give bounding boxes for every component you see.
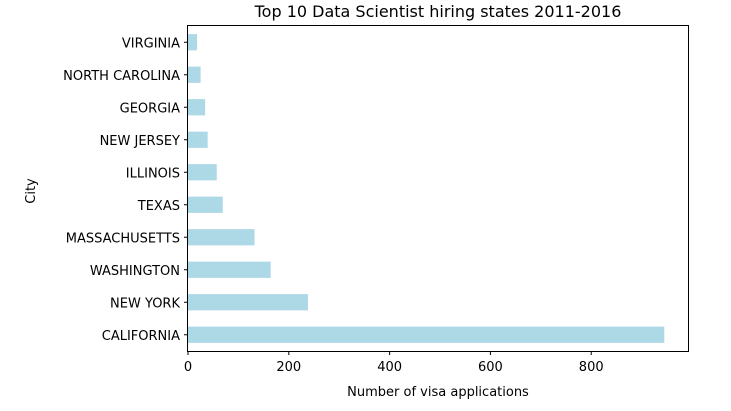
bar-california	[188, 326, 665, 343]
y-tick-label-massachusetts: MASSACHUSETTS	[66, 231, 180, 246]
y-tick-label-virginia: VIRGINIA	[122, 36, 180, 51]
bar-texas	[188, 196, 223, 213]
x-tick-label-400: 400	[377, 360, 402, 375]
y-tick-label-illinois: ILLINOIS	[126, 166, 180, 181]
y-tick-label-california: CALIFORNIA	[102, 329, 180, 344]
bar-georgia	[188, 99, 206, 116]
plot-frame	[187, 25, 689, 352]
y-tick-label-new-jersey: NEW JERSEY	[100, 134, 180, 149]
chart-title: Top 10 Data Scientist hiring states 2011…	[254, 2, 622, 21]
y-tick-label-new-york: NEW YORK	[110, 296, 180, 311]
x-tick-label-0: 0	[184, 360, 192, 375]
bars	[188, 34, 665, 343]
bar-massachusetts	[188, 229, 255, 246]
x-tick-label-800: 800	[579, 360, 604, 375]
x-axis-label: Number of visa applications	[347, 385, 529, 400]
bar-virginia	[188, 34, 198, 51]
y-tick-label-washington: WASHINGTON	[90, 264, 180, 279]
bar-illinois	[188, 164, 217, 181]
bar-new-york	[188, 294, 308, 311]
y-tick-label-texas: TEXAS	[137, 199, 180, 214]
x-axis-ticks: 0 200 400 600 800	[184, 351, 604, 375]
y-tick-label-north-carolina: NORTH CAROLINA	[63, 69, 180, 84]
y-axis-ticks: CALIFORNIA NEW YORK WASHINGTON MASSACHUSETT…	[63, 36, 188, 344]
bar-new-jersey	[188, 131, 208, 148]
y-tick-label-georgia: GEORGIA	[120, 101, 180, 116]
bar-washington	[188, 261, 271, 278]
x-tick-label-600: 600	[478, 360, 503, 375]
y-axis-label: City	[24, 178, 39, 204]
x-tick-label-200: 200	[276, 360, 301, 375]
bar-north-carolina	[188, 66, 201, 83]
